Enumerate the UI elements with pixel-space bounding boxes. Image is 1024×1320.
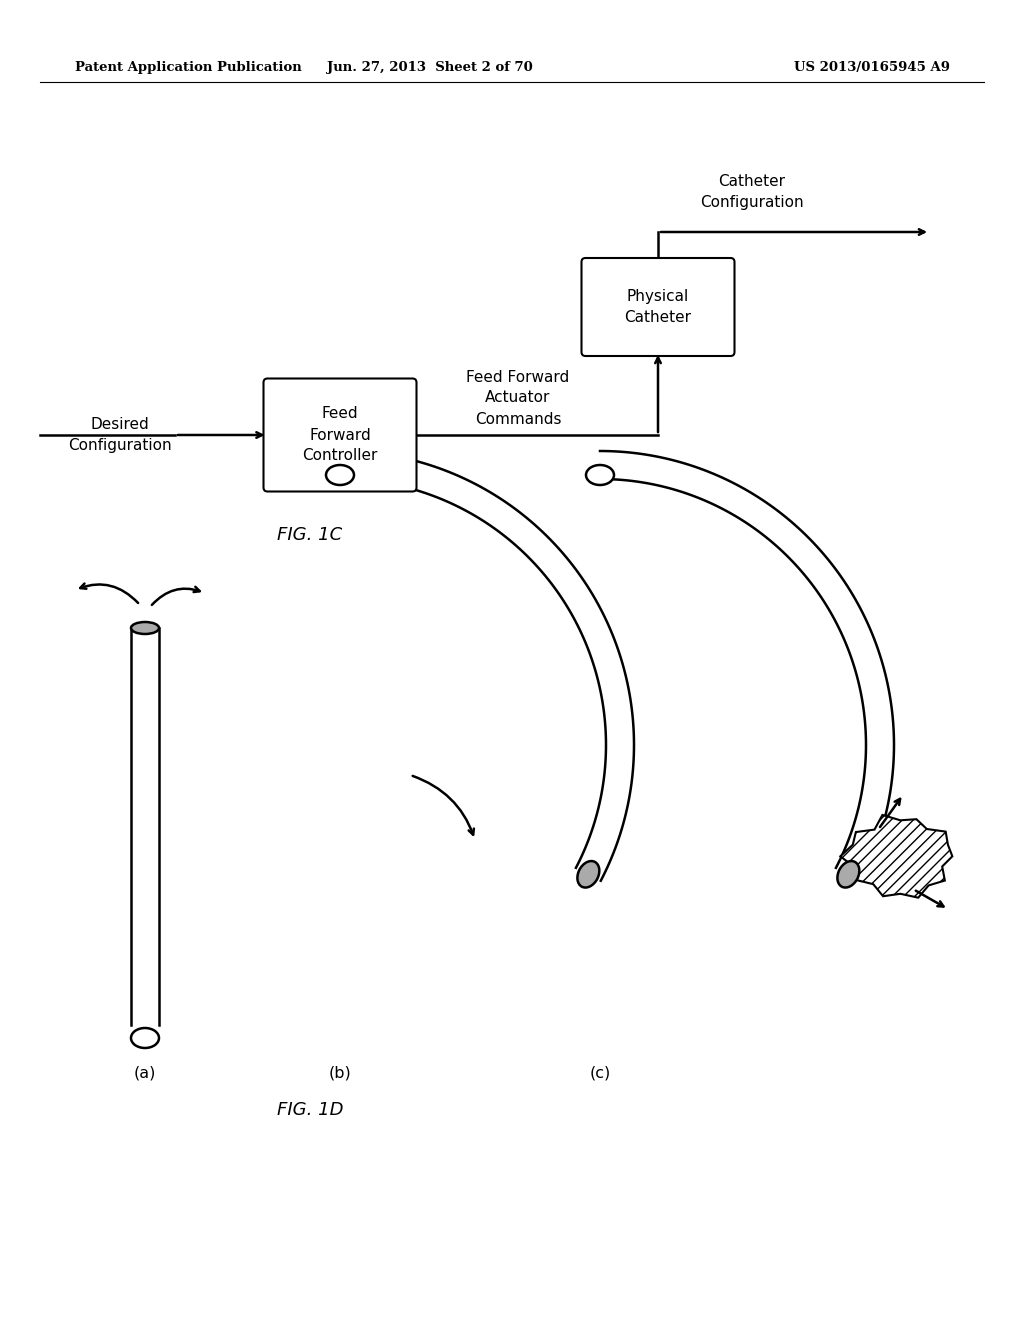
- Text: Desired
Configuration: Desired Configuration: [69, 417, 172, 453]
- Text: US 2013/0165945 A9: US 2013/0165945 A9: [794, 62, 950, 74]
- Text: Feed Forward
Actuator
Commands: Feed Forward Actuator Commands: [466, 370, 569, 426]
- Text: Physical
Catheter: Physical Catheter: [625, 289, 691, 325]
- Text: (a): (a): [134, 1065, 157, 1081]
- Ellipse shape: [131, 622, 159, 634]
- Text: (c): (c): [590, 1065, 610, 1081]
- Text: (b): (b): [329, 1065, 351, 1081]
- Text: FIG. 1D: FIG. 1D: [276, 1101, 343, 1119]
- Text: FIG. 1C: FIG. 1C: [278, 525, 343, 544]
- Text: Patent Application Publication: Patent Application Publication: [75, 62, 302, 74]
- Ellipse shape: [578, 861, 599, 887]
- Ellipse shape: [586, 465, 614, 484]
- Polygon shape: [841, 814, 952, 898]
- FancyBboxPatch shape: [263, 379, 417, 491]
- Text: Catheter
Configuration: Catheter Configuration: [700, 174, 804, 210]
- Ellipse shape: [326, 465, 354, 484]
- Text: Jun. 27, 2013  Sheet 2 of 70: Jun. 27, 2013 Sheet 2 of 70: [327, 62, 532, 74]
- FancyBboxPatch shape: [582, 257, 734, 356]
- Ellipse shape: [838, 861, 859, 887]
- Text: Feed
Forward
Controller: Feed Forward Controller: [302, 407, 378, 463]
- Ellipse shape: [131, 1028, 159, 1048]
